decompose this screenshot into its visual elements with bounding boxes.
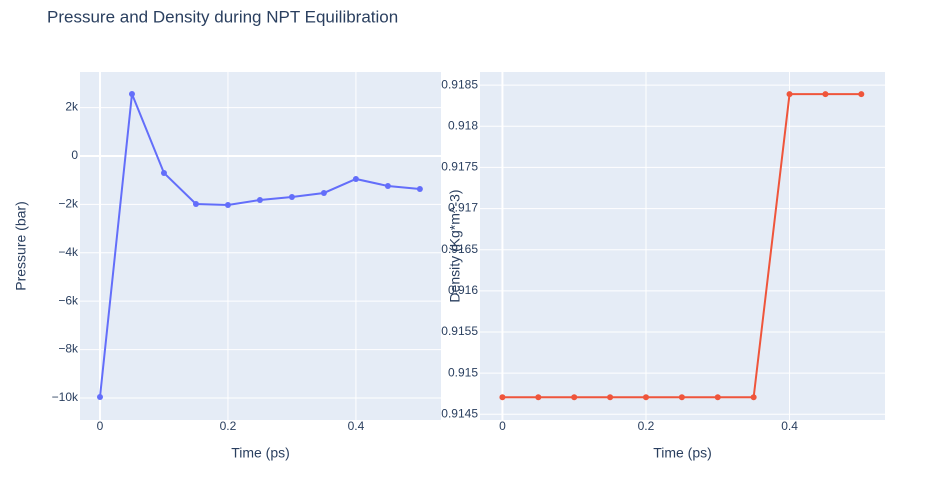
data-point xyxy=(714,394,721,401)
data-point xyxy=(224,201,231,208)
y-tick-label: −10k xyxy=(52,390,79,404)
data-point xyxy=(128,90,135,97)
y-tick-label: 0.9145 xyxy=(441,406,478,420)
data-point xyxy=(678,394,685,401)
x-axis-title: Time (ps) xyxy=(231,445,290,461)
y-axis-title: Density (Kg*m^-3) xyxy=(447,189,463,302)
data-point xyxy=(642,394,649,401)
y-tick-label: −8k xyxy=(58,342,79,356)
data-point xyxy=(160,169,167,176)
x-tick-label: 0.2 xyxy=(220,419,237,433)
data-point xyxy=(96,393,103,400)
y-tick-label: 0 xyxy=(71,148,78,162)
data-point xyxy=(320,189,327,196)
x-tick-label: 0.4 xyxy=(348,419,365,433)
chart-title: Pressure and Density during NPT Equilibr… xyxy=(47,7,398,26)
y-axis-title: Pressure (bar) xyxy=(13,201,29,290)
x-tick-label: 0 xyxy=(499,419,506,433)
y-tick-label: −2k xyxy=(58,197,79,211)
y-tick-label: −6k xyxy=(58,293,79,307)
data-point xyxy=(256,196,263,203)
x-axis-title: Time (ps) xyxy=(653,445,712,461)
data-point xyxy=(750,394,757,401)
data-point xyxy=(384,182,391,189)
data-point xyxy=(416,185,423,192)
x-tick-label: 0.2 xyxy=(638,419,655,433)
plot-area xyxy=(480,72,885,420)
data-point xyxy=(352,175,359,182)
y-tick-label: 0.9185 xyxy=(441,77,478,91)
data-point xyxy=(571,394,578,401)
y-tick-label: 0.9155 xyxy=(441,324,478,338)
plot-area xyxy=(80,72,441,420)
y-tick-label: 0.916 xyxy=(448,283,478,297)
data-point xyxy=(288,193,295,200)
data-point xyxy=(607,394,614,401)
y-tick-label: 0.918 xyxy=(448,118,478,132)
y-tick-label: −4k xyxy=(58,245,79,259)
data-point xyxy=(192,200,199,207)
x-tick-label: 0.4 xyxy=(781,419,798,433)
x-tick-label: 0 xyxy=(97,419,104,433)
y-tick-label: 2k xyxy=(65,100,79,114)
y-tick-label: 0.9175 xyxy=(441,160,478,174)
y-tick-label: 0.915 xyxy=(448,365,478,379)
data-point xyxy=(786,91,793,98)
data-point xyxy=(499,394,506,401)
y-tick-label: 0.9165 xyxy=(441,242,478,256)
y-tick-label: 0.917 xyxy=(448,201,478,215)
data-point xyxy=(535,394,542,401)
data-point xyxy=(858,91,865,98)
data-point xyxy=(822,91,829,98)
